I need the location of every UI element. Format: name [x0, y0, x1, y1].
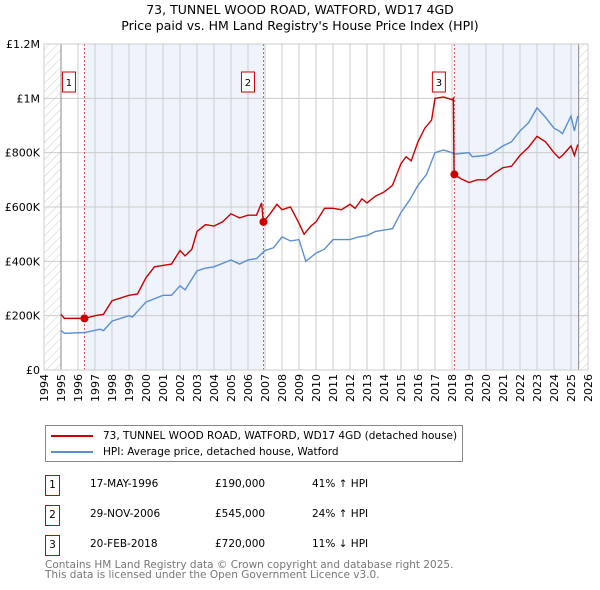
x-tick-label: 2004: [208, 374, 221, 402]
x-tick-label: 2024: [548, 374, 561, 402]
y-tick-label: £0: [26, 364, 40, 377]
sale-point: [450, 170, 459, 179]
y-tick-label: £1.2M: [6, 38, 40, 51]
sale-label: 1: [66, 78, 72, 89]
subtitle-line: Price paid vs. HM Land Registry's House …: [121, 18, 479, 33]
legend-label: HPI: Average price, detached house, Watf…: [103, 446, 339, 458]
x-tick-label: 2017: [429, 374, 442, 402]
transaction-row: 3 20-FEB-2018 £720,000 11% ↓ HPI: [45, 535, 445, 556]
x-tick-label: 2011: [327, 374, 340, 402]
x-tick-label: 2009: [293, 374, 306, 402]
transaction-row: 1 17-MAY-1996 £190,000 41% ↑ HPI: [45, 475, 445, 496]
sale-label-box: [240, 71, 255, 93]
x-tick-label: 2002: [174, 374, 187, 402]
transaction-price: £720,000: [215, 538, 266, 550]
price-chart: 1994 1995 1996 1997 1998 1999 2000 2001 2002 2003…: [5, 38, 595, 402]
x-tick-label: 2019: [463, 374, 476, 402]
y-tick-label: £600K: [5, 201, 41, 214]
x-tick-label: 2006: [242, 374, 255, 402]
legend-item-hpi: HPI: Average price, detached house, Watf…: [51, 446, 339, 458]
transaction-hpi: 41% ↑ HPI: [312, 478, 369, 490]
transaction-date: 20-FEB-2018: [90, 538, 158, 550]
transaction-hpi: 11% ↓ HPI: [312, 538, 369, 550]
x-tick-label: 2013: [361, 374, 374, 402]
x-tick-label: 2025: [565, 374, 578, 402]
x-tick-label: 2007: [259, 374, 272, 402]
transaction-date: 29-NOV-2006: [90, 508, 161, 520]
sale-label: 3: [436, 78, 442, 89]
sale-label-box: [431, 71, 446, 93]
transaction-number: 3: [45, 535, 60, 556]
x-tick-label: 1996: [72, 374, 85, 402]
x-tick-label: 2000: [140, 374, 153, 402]
footer-line: Contains HM Land Registry data © Crown c…: [45, 559, 454, 571]
sale-label-box: [61, 71, 76, 93]
x-tick-label: 2026: [582, 374, 595, 402]
x-tick-label: 1999: [123, 374, 136, 402]
transaction-date: 17-MAY-1996: [90, 478, 159, 490]
x-tick-label: 2023: [531, 374, 544, 402]
footer: Contains HM Land Registry data © Crown c…: [45, 559, 454, 581]
transaction-number: 2: [45, 505, 60, 526]
y-tick-label: £200K: [5, 310, 41, 323]
x-tick-label: 1995: [55, 374, 68, 402]
x-tick-label: 2022: [514, 374, 527, 402]
sale-point: [80, 314, 89, 323]
y-tick-label: £1M: [17, 92, 41, 105]
x-tick-label: 1994: [38, 374, 51, 402]
x-tick-label: 2012: [344, 374, 357, 402]
series-line: [60, 106, 579, 335]
x-tick-label: 2001: [157, 374, 170, 402]
chart-title: 73, TUNNEL WOOD ROAD, WATFORD, WD17 4GD P…: [0, 2, 600, 34]
footer-line: This data is licensed under the Open Gov…: [45, 569, 380, 581]
transaction-number: 1: [45, 475, 60, 496]
x-tick-label: 2015: [395, 374, 408, 402]
plot-border: [43, 43, 589, 371]
x-tick-label: 1997: [89, 374, 102, 402]
series-line: [60, 96, 579, 320]
x-tick-label: 2014: [378, 374, 391, 402]
transaction-row: 2 29-NOV-2006 £545,000 24% ↑ HPI: [45, 505, 445, 526]
legend-item-property: 73, TUNNEL WOOD ROAD, WATFORD, WD17 4GD …: [51, 430, 457, 442]
transaction-hpi: 24% ↑ HPI: [312, 508, 369, 520]
legend-swatch: [51, 451, 93, 453]
sale-label: 2: [245, 78, 251, 89]
x-tick-label: 2018: [446, 374, 459, 402]
x-tick-label: 2003: [191, 374, 204, 402]
x-tick-label: 2020: [480, 374, 493, 402]
sale-point: [259, 217, 268, 226]
y-tick-label: £400K: [5, 255, 41, 268]
x-tick-label: 2016: [412, 374, 425, 402]
legend: 73, TUNNEL WOOD ROAD, WATFORD, WD17 4GD …: [45, 425, 463, 462]
legend-label: 73, TUNNEL WOOD ROAD, WATFORD, WD17 4GD …: [103, 430, 458, 442]
y-tick-label: £800K: [5, 147, 41, 160]
legend-swatch: [51, 435, 93, 437]
x-tick-label: 2005: [225, 374, 238, 402]
x-tick-label: 1998: [106, 374, 119, 402]
x-tick-label: 2010: [310, 374, 323, 402]
x-tick-label: 2008: [276, 374, 289, 402]
x-tick-label: 2021: [497, 374, 510, 402]
transaction-price: £545,000: [215, 508, 266, 520]
title-line: 73, TUNNEL WOOD ROAD, WATFORD, WD17 4GD: [146, 2, 454, 17]
transaction-price: £190,000: [215, 478, 266, 490]
